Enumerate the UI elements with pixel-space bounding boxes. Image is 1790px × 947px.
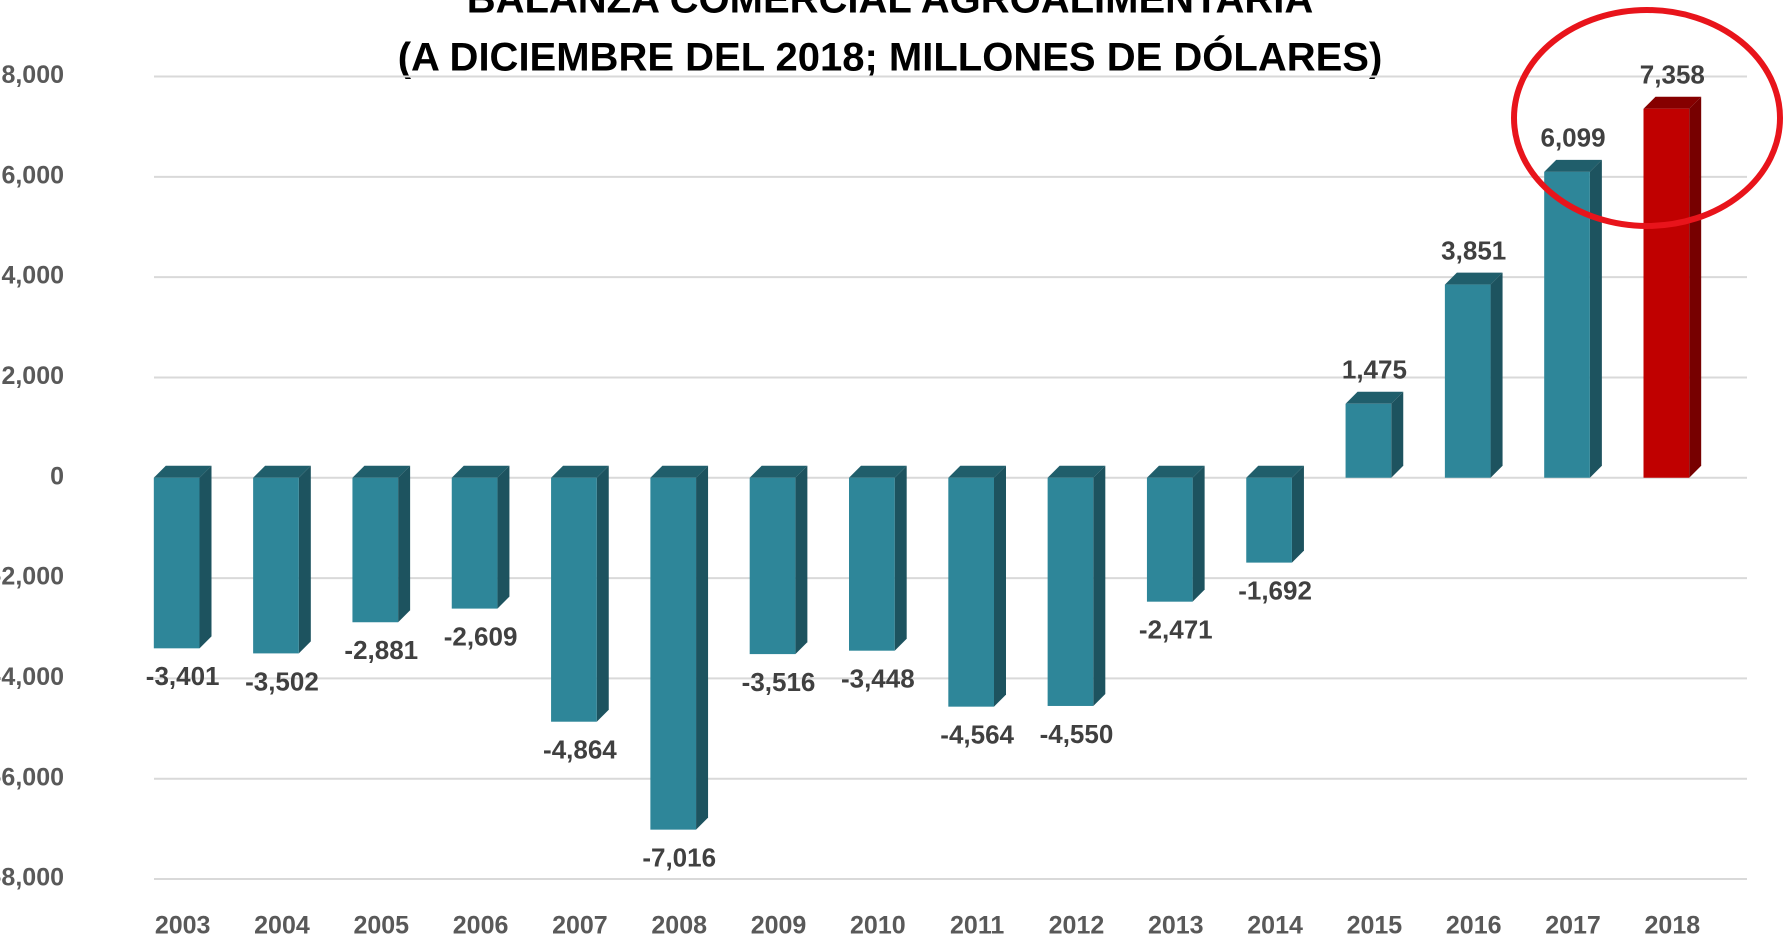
bar bbox=[1246, 477, 1292, 563]
value-label: -4,864 bbox=[543, 735, 617, 765]
y-tick-label: 0 bbox=[50, 462, 64, 490]
value-label: -2,881 bbox=[344, 635, 418, 665]
y-tick-label: -4,000 bbox=[0, 663, 64, 691]
value-label: -1,692 bbox=[1238, 575, 1312, 605]
bar-top bbox=[1246, 465, 1304, 478]
bar-side bbox=[993, 465, 1006, 707]
bar-top bbox=[1047, 465, 1106, 478]
bar-top bbox=[451, 465, 510, 478]
bar bbox=[551, 477, 597, 722]
value-label: -4,564 bbox=[940, 720, 1014, 750]
bar-top bbox=[153, 465, 212, 478]
bar bbox=[1345, 403, 1392, 478]
bar-top bbox=[749, 465, 808, 478]
y-tick-label: -6,000 bbox=[0, 763, 64, 791]
bar-top bbox=[849, 465, 907, 478]
bar-side bbox=[1093, 465, 1106, 706]
bar-side bbox=[894, 465, 907, 651]
y-tick-label: -2,000 bbox=[0, 563, 64, 591]
value-label: 6,099 bbox=[1540, 123, 1605, 153]
bar bbox=[1643, 108, 1690, 478]
x-tick-label: 2011 bbox=[950, 912, 1004, 940]
bar-top bbox=[650, 465, 709, 478]
bar-side bbox=[1291, 465, 1304, 563]
bar-top bbox=[948, 465, 1006, 478]
bar bbox=[1146, 477, 1193, 602]
bar-side bbox=[1589, 159, 1602, 478]
bar bbox=[948, 477, 994, 707]
highlight-circle bbox=[1511, 7, 1783, 229]
bar-top bbox=[1444, 272, 1503, 285]
x-tick-label: 2007 bbox=[552, 912, 608, 940]
value-label: -3,516 bbox=[742, 667, 816, 697]
y-tick-label: 2,000 bbox=[1, 362, 64, 390]
bar-side bbox=[1192, 465, 1205, 602]
bar bbox=[1047, 477, 1094, 706]
x-tick-label: 2006 bbox=[453, 912, 509, 940]
bar-top bbox=[1643, 96, 1702, 109]
bar-top bbox=[551, 465, 609, 478]
x-tick-label: 2004 bbox=[254, 912, 310, 940]
bar-top bbox=[1146, 465, 1205, 478]
bar-side bbox=[1689, 96, 1702, 478]
value-label: -7,016 bbox=[642, 843, 716, 873]
x-tick-label: 2008 bbox=[651, 912, 707, 940]
value-label: -3,401 bbox=[146, 661, 220, 691]
chart-subtitle: (A DICIEMBRE DEL 2018; MILLONES DE DÓLAR… bbox=[398, 34, 1383, 80]
value-label: 1,475 bbox=[1342, 355, 1407, 385]
bar-side bbox=[795, 465, 808, 655]
x-tick-label: 2010 bbox=[850, 912, 906, 940]
bar-top bbox=[352, 465, 411, 478]
value-label: -2,609 bbox=[444, 621, 518, 651]
x-tick-label: 2014 bbox=[1247, 912, 1303, 940]
x-tick-label: 2009 bbox=[751, 912, 807, 940]
bar-side bbox=[298, 465, 311, 654]
x-tick-label: 2012 bbox=[1049, 912, 1105, 940]
bar-side bbox=[1391, 391, 1404, 478]
bar bbox=[352, 477, 399, 623]
bar-side bbox=[497, 465, 510, 609]
value-label: -3,448 bbox=[841, 664, 915, 694]
bar bbox=[849, 477, 895, 651]
x-tick-label: 2018 bbox=[1645, 912, 1701, 940]
x-tick-label: 2003 bbox=[155, 912, 211, 940]
y-tick-label: 6,000 bbox=[1, 161, 64, 189]
x-tick-label: 2005 bbox=[353, 912, 409, 940]
x-tick-label: 2013 bbox=[1148, 912, 1204, 940]
y-tick-label: 8,000 bbox=[1, 61, 64, 89]
bar-side bbox=[696, 465, 709, 830]
bar bbox=[1444, 284, 1491, 478]
plot: -8,000 -6,000 -4,000 -2,000 0 2,000 4,000 6,000… bbox=[0, 60, 1747, 940]
bar-top bbox=[1544, 159, 1602, 172]
bar bbox=[1544, 171, 1590, 478]
value-label: -3,502 bbox=[245, 666, 319, 696]
value-label: 7,358 bbox=[1640, 60, 1705, 90]
bar-top bbox=[1345, 391, 1404, 404]
x-tick-label: 2017 bbox=[1545, 912, 1601, 940]
bar-side bbox=[596, 465, 609, 722]
bar bbox=[451, 477, 498, 609]
value-label: -2,471 bbox=[1139, 615, 1213, 645]
value-label: 3,851 bbox=[1441, 235, 1506, 265]
chart-title: BALANZA COMERCIAL AGROALIMENTARIA bbox=[467, 0, 1314, 22]
bar-side bbox=[398, 465, 411, 623]
y-tick-label: -8,000 bbox=[0, 864, 64, 892]
bar-top bbox=[253, 465, 311, 478]
bar-side bbox=[1490, 272, 1503, 478]
y-tick-label: 4,000 bbox=[1, 262, 64, 290]
bar bbox=[650, 477, 697, 830]
value-label: -4,550 bbox=[1040, 719, 1114, 749]
bar bbox=[253, 477, 299, 654]
x-tick-label: 2015 bbox=[1347, 912, 1403, 940]
x-tick-label: 2016 bbox=[1446, 912, 1502, 940]
bar bbox=[153, 477, 200, 649]
bar bbox=[749, 477, 796, 655]
bar-side bbox=[199, 465, 212, 649]
